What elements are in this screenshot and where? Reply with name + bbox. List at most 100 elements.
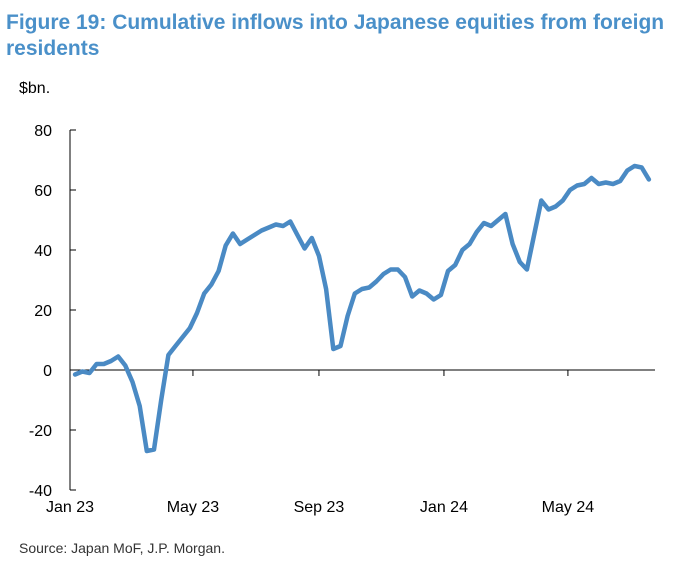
x-tick-label: May 24 bbox=[542, 499, 595, 516]
y-tick-label: -40 bbox=[29, 483, 52, 500]
data-point bbox=[123, 364, 127, 368]
data-point bbox=[73, 373, 77, 377]
x-tick-label: Jan 24 bbox=[420, 499, 468, 516]
data-point bbox=[475, 230, 479, 234]
data-point bbox=[417, 289, 421, 293]
data-point bbox=[582, 182, 586, 186]
data-point bbox=[539, 199, 543, 203]
data-point bbox=[597, 182, 601, 186]
data-point bbox=[518, 260, 522, 264]
data-point bbox=[145, 449, 149, 453]
source-note: Source: Japan MoF, J.P. Morgan. bbox=[19, 540, 225, 556]
data-point bbox=[116, 355, 120, 359]
data-point bbox=[252, 233, 256, 237]
data-point bbox=[202, 292, 206, 296]
data-point bbox=[525, 268, 529, 272]
data-point bbox=[446, 269, 450, 273]
data-point bbox=[288, 220, 292, 224]
data-point bbox=[317, 254, 321, 258]
series-line bbox=[72, 163, 652, 454]
data-point bbox=[432, 298, 436, 302]
data-point bbox=[640, 166, 644, 170]
data-point bbox=[511, 242, 515, 246]
series-layer bbox=[72, 163, 652, 454]
y-axis-unit-label: $bn. bbox=[19, 80, 51, 97]
data-point bbox=[195, 311, 199, 315]
data-point bbox=[331, 347, 335, 351]
data-point bbox=[489, 224, 493, 228]
data-point bbox=[260, 229, 264, 233]
data-point bbox=[439, 293, 443, 297]
data-point bbox=[166, 353, 170, 357]
data-point bbox=[547, 208, 551, 212]
data-point bbox=[568, 188, 572, 192]
data-point bbox=[403, 275, 407, 279]
data-point bbox=[396, 268, 400, 272]
data-point bbox=[590, 176, 594, 180]
x-tick-label: Jan 23 bbox=[46, 499, 94, 516]
data-point bbox=[496, 218, 500, 222]
data-point bbox=[367, 286, 371, 290]
data-point bbox=[554, 205, 558, 209]
data-point bbox=[138, 404, 142, 408]
y-tick-label: 40 bbox=[34, 243, 52, 260]
data-point bbox=[561, 199, 565, 203]
data-point bbox=[360, 287, 364, 291]
data-point bbox=[80, 370, 84, 374]
data-point bbox=[633, 164, 637, 168]
x-tick-label: Sep 23 bbox=[294, 499, 345, 516]
y-tick-label: 0 bbox=[43, 363, 52, 380]
data-point bbox=[95, 362, 99, 366]
data-point bbox=[209, 283, 213, 287]
data-point bbox=[503, 212, 507, 216]
data-point bbox=[468, 242, 472, 246]
data-point bbox=[410, 295, 414, 299]
data-point bbox=[181, 335, 185, 339]
data-point bbox=[231, 232, 235, 236]
data-point bbox=[303, 247, 307, 251]
y-tick-label: 80 bbox=[34, 123, 52, 140]
y-axis: -40 -20 0 20 40 60 80 bbox=[29, 123, 76, 500]
data-point bbox=[238, 242, 242, 246]
data-point bbox=[575, 184, 579, 188]
data-point bbox=[532, 233, 536, 237]
data-point bbox=[281, 224, 285, 228]
data-point bbox=[324, 287, 328, 291]
data-point bbox=[625, 169, 629, 173]
data-point bbox=[295, 233, 299, 237]
y-tick-label: -20 bbox=[29, 423, 52, 440]
data-point bbox=[131, 380, 135, 384]
data-point bbox=[453, 263, 457, 267]
data-point bbox=[647, 178, 651, 182]
data-point bbox=[425, 292, 429, 296]
data-point bbox=[102, 362, 106, 366]
data-point bbox=[353, 292, 357, 296]
data-point bbox=[245, 238, 249, 242]
data-point bbox=[159, 398, 163, 402]
data-point bbox=[389, 268, 393, 272]
x-axis: Jan 23 May 23 Sep 23 Jan 24 May 24 bbox=[46, 369, 655, 516]
data-point bbox=[382, 272, 386, 276]
data-point bbox=[152, 448, 156, 452]
data-point bbox=[267, 226, 271, 230]
data-point bbox=[88, 371, 92, 375]
data-point bbox=[310, 236, 314, 240]
data-point bbox=[346, 314, 350, 318]
data-point bbox=[109, 359, 113, 363]
x-tick-label: May 23 bbox=[167, 499, 220, 516]
data-point bbox=[339, 344, 343, 348]
data-point bbox=[611, 182, 615, 186]
data-point bbox=[482, 221, 486, 225]
data-point bbox=[274, 223, 278, 227]
data-point bbox=[224, 244, 228, 248]
data-point bbox=[188, 326, 192, 330]
data-point bbox=[174, 344, 178, 348]
data-point bbox=[618, 179, 622, 183]
data-point bbox=[217, 269, 221, 273]
data-point bbox=[460, 248, 464, 252]
data-point bbox=[604, 181, 608, 185]
y-tick-label: 20 bbox=[34, 303, 52, 320]
chart-title: Figure 19: Cumulative inflows into Japan… bbox=[6, 11, 665, 60]
data-point bbox=[374, 280, 378, 284]
